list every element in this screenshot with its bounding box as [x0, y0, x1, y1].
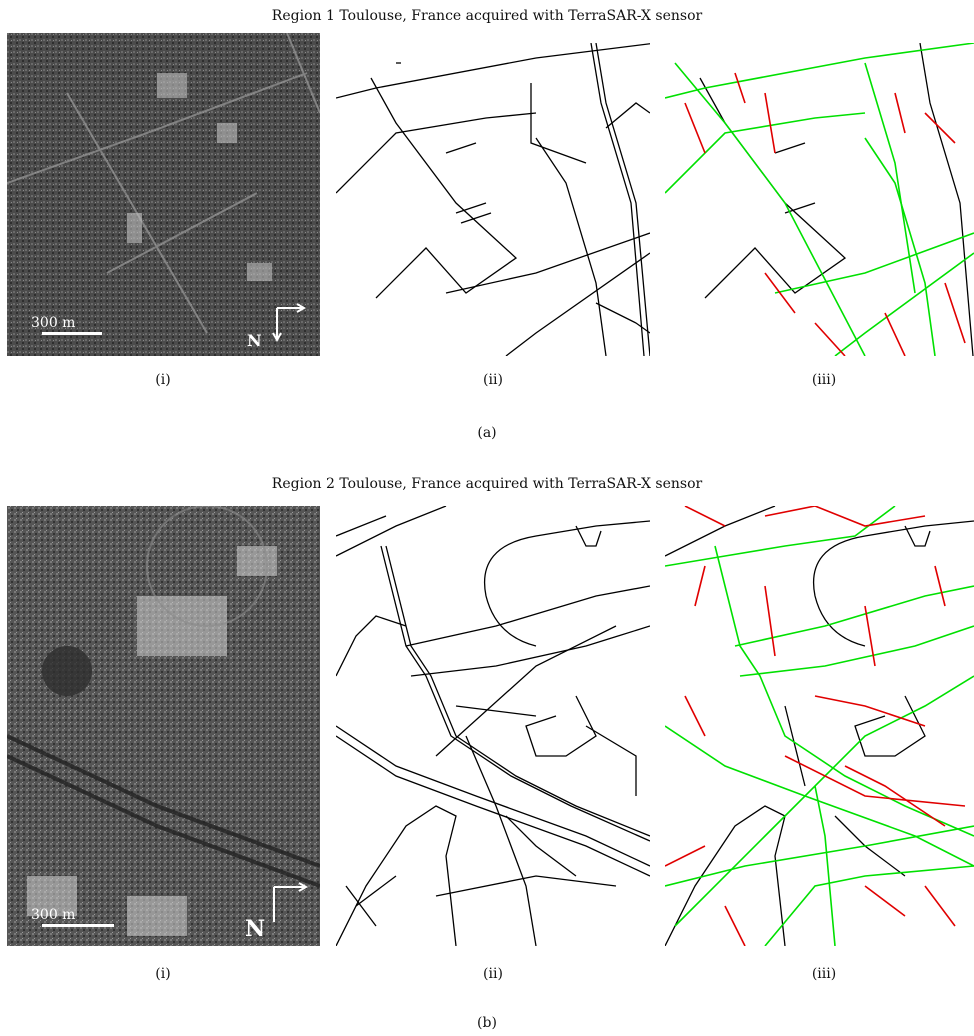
region1-extraction-roads	[665, 43, 974, 356]
row-a-caption-iii: (iii)	[811, 372, 837, 388]
scale-bar	[42, 924, 114, 927]
region1-title: Region 1 Toulouse, France acquired with …	[271, 8, 703, 24]
row-b-caption-iii: (iii)	[811, 966, 837, 982]
region1-sar-image: 300 m N	[7, 33, 320, 356]
north-label: N	[245, 916, 266, 942]
region2-sar-image: 300 m N	[7, 506, 320, 946]
region1-reference-roads	[336, 43, 650, 356]
subfigure-label-b: (b)	[477, 1015, 497, 1031]
scale-bar-label: 300 m	[31, 907, 76, 923]
north-arrow-icon	[273, 882, 309, 922]
region1-reference-map	[336, 43, 650, 356]
north-arrow-icon	[272, 303, 307, 343]
row-a-caption-ii: (ii)	[483, 372, 503, 388]
row-b-caption-i: (i)	[155, 966, 171, 982]
region2-title: Region 2 Toulouse, France acquired with …	[271, 476, 703, 492]
scale-bar	[42, 332, 102, 335]
scale-bar-label: 300 m	[31, 315, 76, 331]
region1-sar-texture	[7, 33, 320, 356]
region2-reference-roads	[336, 506, 650, 946]
region2-extraction-map	[665, 506, 974, 946]
region1-extraction-map	[665, 43, 974, 356]
region2-extraction-roads	[665, 506, 974, 946]
region2-reference-map	[336, 506, 650, 946]
row-a-caption-i: (i)	[155, 372, 171, 388]
row-b-caption-ii: (ii)	[483, 966, 503, 982]
north-label: N	[247, 331, 262, 350]
subfigure-label-a: (a)	[477, 425, 497, 441]
region2-sar-texture	[7, 506, 320, 946]
